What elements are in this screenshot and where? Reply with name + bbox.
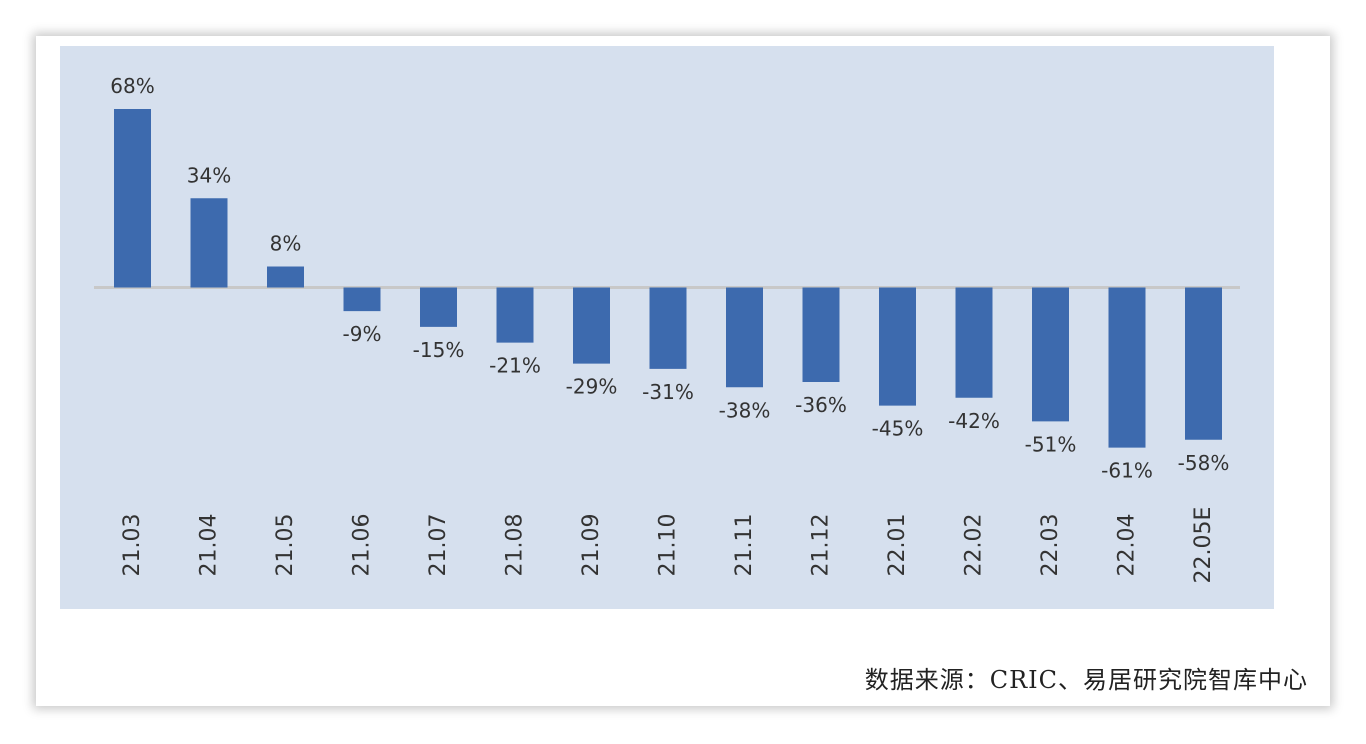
bar-21.07 (420, 287, 457, 327)
value-label: -38% (719, 398, 771, 422)
category-label: 21.07 (426, 514, 451, 577)
bar-21.12 (802, 287, 840, 382)
bar-22.04 (1108, 287, 1146, 448)
bar-21.09 (573, 287, 610, 364)
source-note: 数据来源：CRIC、易居研究院智库中心 (864, 666, 1308, 694)
value-label: -29% (566, 375, 618, 399)
value-label: -15% (413, 338, 465, 362)
value-label: -51% (1025, 432, 1077, 456)
category-label: 21.12 (809, 514, 834, 577)
category-label: 21.09 (579, 514, 604, 577)
category-label: 22.05E (1191, 507, 1216, 584)
category-label: 21.06 (350, 514, 375, 577)
value-label: 34% (187, 163, 231, 187)
bar-21.06 (343, 287, 381, 312)
category-label: 21.03 (120, 514, 145, 577)
bar-22.03 (1032, 287, 1069, 422)
bar-21.03 (114, 109, 151, 288)
category-label: 22.02 (962, 514, 987, 577)
category-label: 21.11 (732, 514, 757, 577)
value-label: -21% (489, 354, 541, 378)
bar-21.08 (496, 287, 534, 343)
category-label: 22.01 (885, 514, 910, 577)
value-label: -42% (948, 409, 1000, 433)
bar-22.05E (1185, 287, 1222, 440)
category-label: 21.08 (503, 514, 528, 577)
bar-21.10 (649, 287, 687, 369)
value-label: -61% (1101, 459, 1153, 483)
value-label: 68% (110, 74, 154, 98)
category-label: 21.10 (656, 514, 681, 577)
bar-22.02 (955, 287, 993, 398)
value-label: -31% (642, 380, 694, 404)
category-label: 21.04 (197, 514, 222, 577)
bars-layer (114, 109, 1222, 448)
category-labels-layer: 21.03 21.04 21.05 21.06 21.07 21.08 21.09 21.10… (120, 507, 1216, 584)
value-label: -9% (343, 322, 382, 346)
value-label: -58% (1178, 451, 1230, 475)
category-label: 22.03 (1038, 514, 1063, 577)
value-label: 8% (270, 232, 302, 256)
bar-22.01 (879, 287, 916, 406)
bar-21.04 (190, 198, 228, 288)
category-label: 22.04 (1115, 514, 1140, 577)
category-label: 21.05 (273, 514, 298, 577)
value-labels-layer: 68%34%8%-9%-15%-21%-29% -31%-38% -36%-45% -… (110, 74, 1229, 483)
value-label: -45% (872, 417, 924, 441)
bar-21.05 (267, 266, 304, 288)
value-label: -36% (795, 393, 847, 417)
bar-21.11 (726, 287, 763, 388)
